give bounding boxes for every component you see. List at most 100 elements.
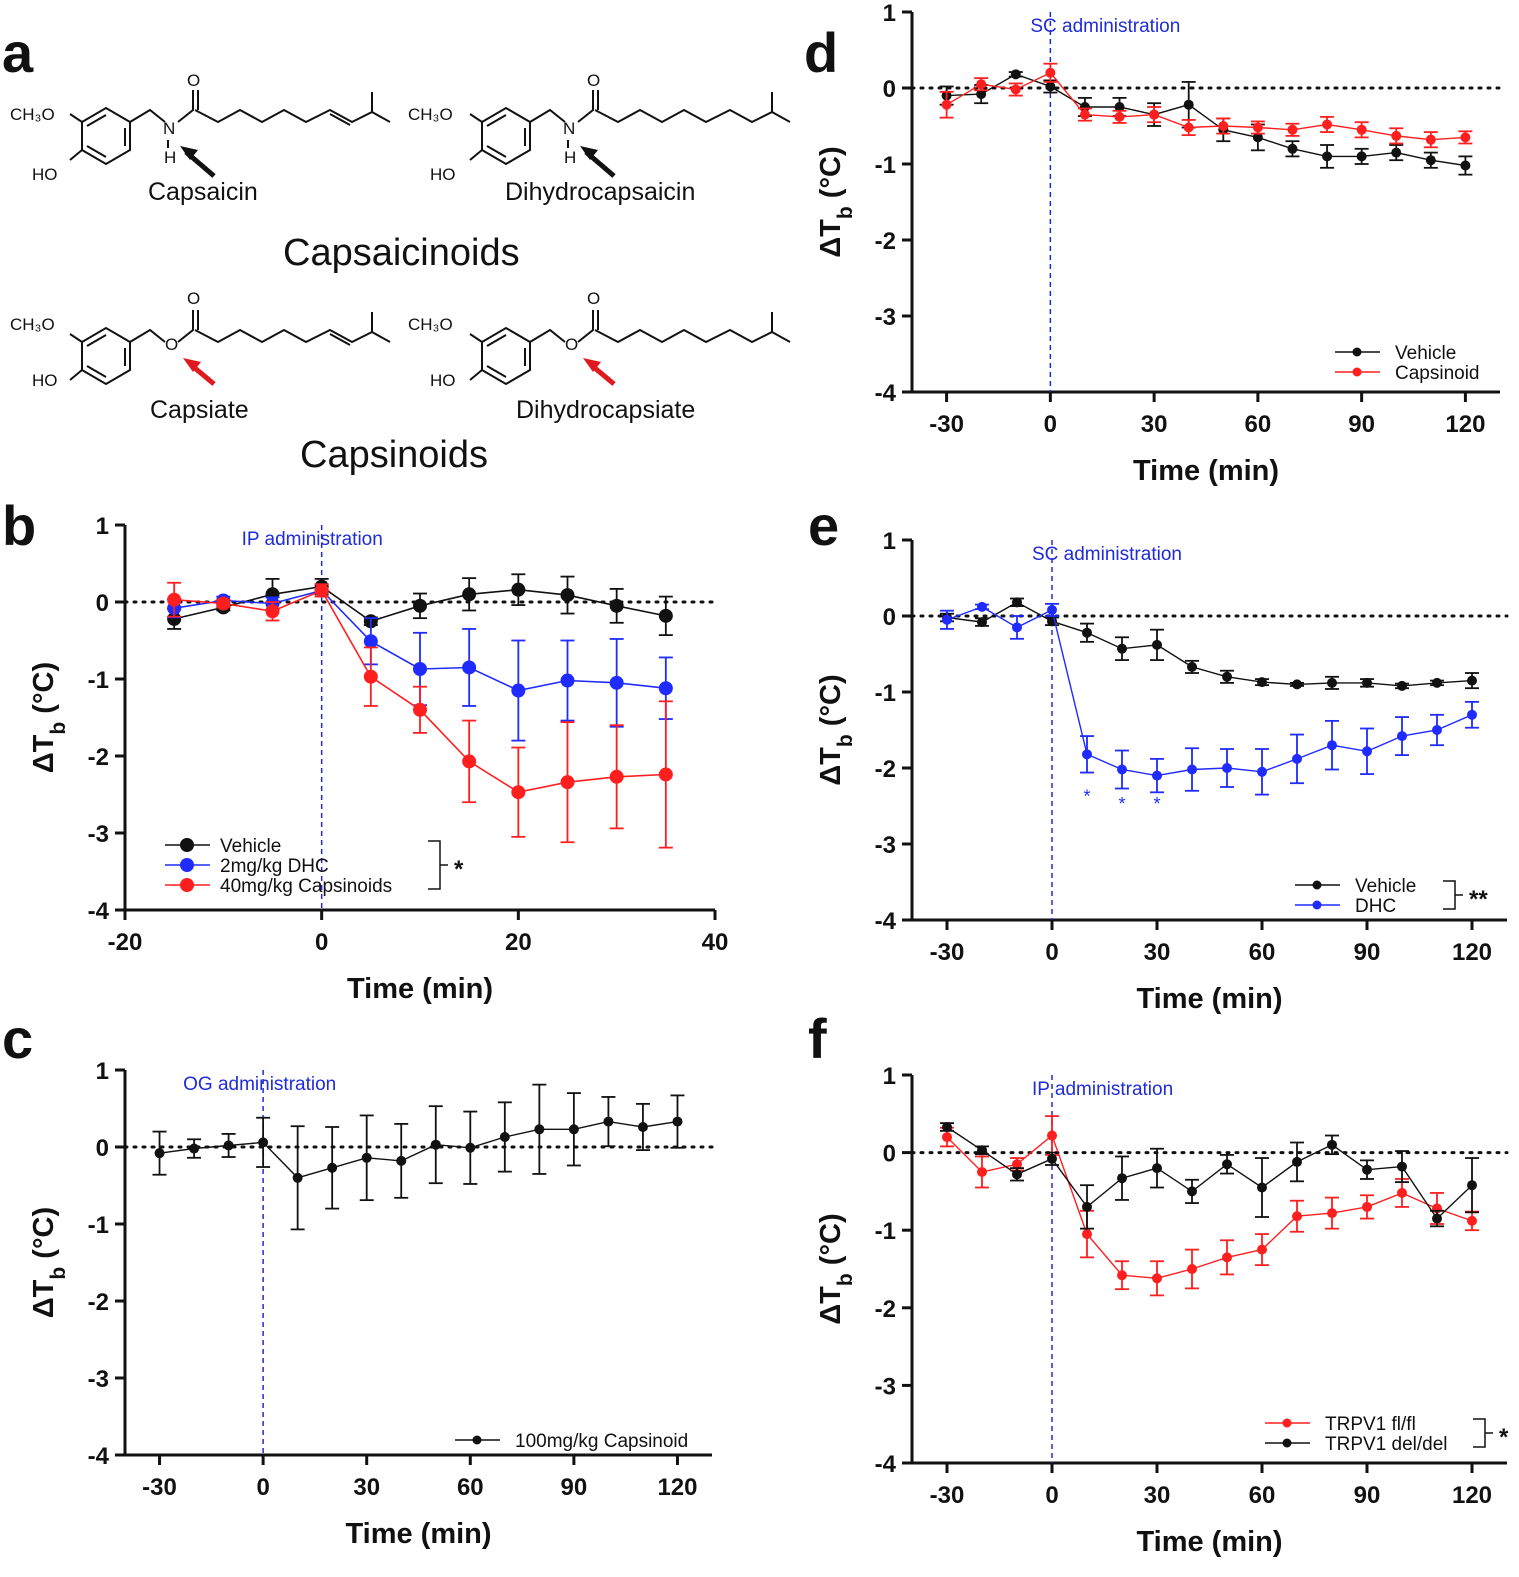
data-point — [942, 1132, 952, 1143]
data-point — [1460, 132, 1471, 143]
data-point — [1252, 122, 1263, 133]
panel-a-label: a — [2, 21, 34, 84]
data-point — [1010, 84, 1021, 95]
significance-label: * — [454, 856, 464, 883]
data-point — [1460, 160, 1471, 171]
legend-marker — [180, 838, 194, 852]
data-point — [1362, 1201, 1372, 1212]
series-line — [946, 1126, 1473, 1220]
data-point — [1467, 1180, 1477, 1191]
series-dhc — [940, 601, 1479, 796]
legend-label: 2mg/kg DHC — [220, 856, 329, 877]
arrow-icon — [180, 146, 198, 160]
data-point — [413, 661, 427, 676]
y-axis-label: ΔTb (°C) — [28, 662, 70, 773]
data-point — [216, 596, 231, 611]
data-point — [1010, 69, 1021, 80]
data-point — [1047, 604, 1057, 615]
y-tick-label: -3 — [88, 821, 109, 848]
data-point — [327, 1162, 338, 1173]
data-point — [1222, 1252, 1232, 1263]
data-point — [1012, 1159, 1022, 1170]
series-100mg-kg-capsinoid — [152, 1083, 685, 1231]
data-point — [154, 1148, 165, 1159]
data-point — [1222, 1159, 1232, 1170]
data-point — [1045, 81, 1056, 92]
data-point — [1432, 677, 1442, 688]
administration-label: OG administration — [183, 1074, 336, 1095]
legend-label: Vehicle — [220, 836, 281, 857]
data-point — [1183, 99, 1194, 110]
y-axis-label-subscript: b — [47, 722, 70, 735]
data-point — [1292, 679, 1302, 690]
capsiate-structure: CH₃O HO O O Capsiate — [10, 289, 391, 424]
x-tick-label: -30 — [929, 411, 964, 438]
data-point — [1425, 134, 1436, 145]
x-tick-label: 20 — [505, 929, 532, 956]
data-point — [658, 608, 673, 623]
data-point — [396, 1155, 407, 1166]
legend-marker — [1312, 880, 1322, 890]
capsinoids-title: Capsinoids — [300, 434, 488, 476]
y-tick-label: 1 — [883, 1063, 896, 1090]
methoxy-atom: CH₃O — [10, 315, 55, 334]
data-point — [976, 79, 987, 90]
methoxy-atom: CH₃O — [408, 315, 453, 334]
administration-label: IP administration — [242, 529, 383, 550]
data-point — [1149, 109, 1160, 120]
series-vehicle — [939, 69, 1473, 176]
x-tick-label: 60 — [1249, 939, 1276, 966]
data-point — [1012, 597, 1022, 608]
data-point — [1391, 147, 1402, 158]
legend-label: Capsinoid — [1395, 363, 1480, 384]
aromatic-ring — [81, 106, 131, 166]
y-tick-label: -2 — [88, 1289, 109, 1316]
data-point — [1045, 67, 1056, 78]
plot-area: 1 0 -1 -2 -3 -4 -20 0 20 40 Time (min) ΔTb (°C) IP a… — [28, 513, 728, 1005]
data-point — [1257, 677, 1267, 688]
ester-o-atom: O — [165, 335, 178, 354]
data-point — [637, 1121, 648, 1132]
molecule-name: Dihydrocapsiate — [516, 396, 695, 424]
data-point — [1397, 1187, 1407, 1198]
methoxy-atom: CH₃O — [10, 105, 55, 124]
y-tick-label: -3 — [875, 832, 896, 859]
data-point — [413, 598, 427, 613]
data-point — [1222, 763, 1232, 773]
data-point — [189, 1143, 200, 1154]
data-point — [1292, 753, 1302, 764]
methoxy-atom: CH₃O — [408, 105, 453, 124]
series-line — [946, 71, 1466, 141]
panel-c-label: c — [2, 1007, 33, 1070]
data-point — [977, 617, 987, 628]
y-tick-label: -2 — [875, 1296, 896, 1323]
administration-label: SC administration — [1030, 16, 1180, 37]
data-point — [560, 588, 575, 603]
data-point — [413, 702, 427, 717]
data-point — [1362, 746, 1372, 757]
y-axis-label-unit: (°C) — [28, 1207, 60, 1267]
y-axis-label: ΔTb (°C) — [815, 146, 857, 257]
significance-marker: * — [1118, 794, 1125, 814]
legend-label: 40mg/kg Capsinoids — [220, 876, 392, 897]
data-point — [534, 1124, 545, 1135]
data-point — [1257, 1182, 1267, 1193]
data-point — [167, 592, 182, 607]
data-point — [462, 754, 477, 769]
data-point — [1187, 1186, 1197, 1197]
data-point — [1252, 132, 1263, 143]
data-point — [462, 587, 477, 602]
y-axis-label-main: ΔT — [28, 1279, 60, 1318]
ester-o-atom: O — [565, 335, 578, 354]
x-tick-label: 30 — [1144, 1482, 1171, 1509]
data-point — [1187, 1264, 1197, 1274]
data-point — [942, 1121, 952, 1132]
panel-f-label: f — [808, 1007, 827, 1070]
hydroxyl-atom: HO — [430, 371, 456, 390]
data-point — [1218, 121, 1229, 131]
plot-area: 1 0 -1 -2 -3 -4 -30 0 30 60 90 120 Time (min) ΔTb (°C… — [815, 0, 1502, 487]
legend-marker — [1282, 1438, 1292, 1448]
significance-bracket — [1473, 1418, 1493, 1448]
